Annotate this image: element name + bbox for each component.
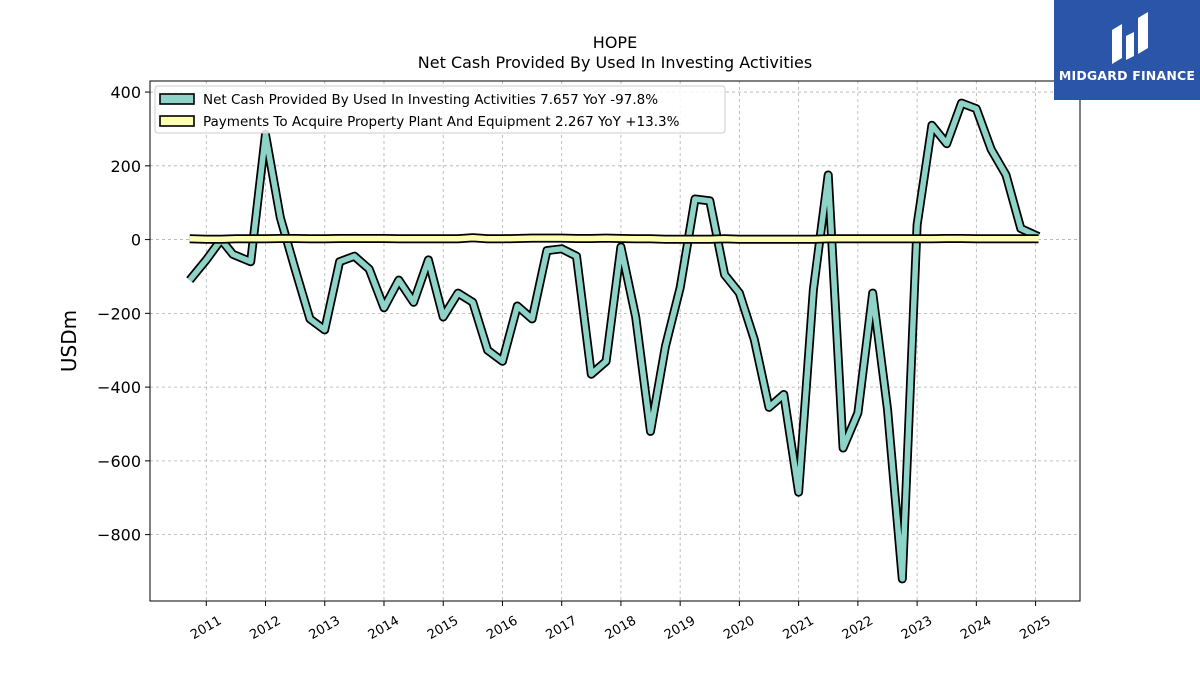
grid-lines bbox=[150, 81, 1080, 601]
y-tick-label: 200 bbox=[110, 157, 141, 176]
midgard-finance-logo: MIDGARD FINANCE bbox=[1054, 0, 1200, 100]
series-line-capex bbox=[189, 234, 1039, 242]
x-tick-label: 2016 bbox=[484, 613, 520, 643]
x-tick-label: 2011 bbox=[188, 613, 224, 643]
legend-label-net-cash: Net Cash Provided By Used In Investing A… bbox=[203, 92, 658, 108]
y-axis-ticks: −800 −600 −400 −200 0 200 400 bbox=[97, 83, 150, 545]
x-tick-label: 2012 bbox=[247, 613, 283, 643]
legend-swatch-net-cash bbox=[159, 93, 195, 105]
y-tick-label: −400 bbox=[97, 378, 141, 397]
y-tick-label: −200 bbox=[97, 304, 141, 323]
x-axis-ticks: 2011 2012 2013 2014 2015 2016 2017 2018 2019 2020… bbox=[188, 601, 1054, 643]
legend: Net Cash Provided By Used In Investing A… bbox=[154, 85, 726, 134]
legend-box bbox=[154, 85, 726, 134]
y-axis-label: USDm bbox=[57, 310, 81, 372]
chart-subtitle: Net Cash Provided By Used In Investing A… bbox=[418, 53, 812, 72]
logo-text: MIDGARD FINANCE bbox=[1058, 68, 1196, 83]
y-tick-label: 0 bbox=[131, 231, 141, 250]
chart-title: HOPE bbox=[593, 33, 637, 52]
legend-label-capex: Payments To Acquire Property Plant And E… bbox=[203, 114, 680, 130]
plot-frame bbox=[149, 80, 1081, 602]
series-lines bbox=[186, 98, 1041, 584]
x-tick-label: 2022 bbox=[840, 613, 876, 643]
x-tick-label: 2025 bbox=[1017, 613, 1053, 643]
x-tick-label: 2018 bbox=[603, 613, 639, 643]
legend-swatch-capex bbox=[159, 115, 195, 127]
x-tick-label: 2020 bbox=[721, 613, 757, 643]
logo-mark-icon bbox=[1112, 12, 1148, 64]
x-tick-label: 2024 bbox=[958, 613, 994, 643]
x-tick-label: 2014 bbox=[366, 613, 402, 643]
y-tick-label: 400 bbox=[110, 83, 141, 102]
x-tick-label: 2017 bbox=[544, 613, 580, 643]
x-tick-label: 2021 bbox=[780, 613, 816, 643]
x-tick-label: 2013 bbox=[307, 613, 343, 643]
x-tick-label: 2023 bbox=[899, 613, 935, 643]
x-tick-label: 2019 bbox=[662, 613, 698, 643]
series-line-net-cash bbox=[187, 100, 1040, 582]
y-tick-label: −800 bbox=[97, 526, 141, 545]
y-tick-label: −600 bbox=[97, 452, 141, 471]
x-tick-label: 2015 bbox=[425, 613, 461, 643]
